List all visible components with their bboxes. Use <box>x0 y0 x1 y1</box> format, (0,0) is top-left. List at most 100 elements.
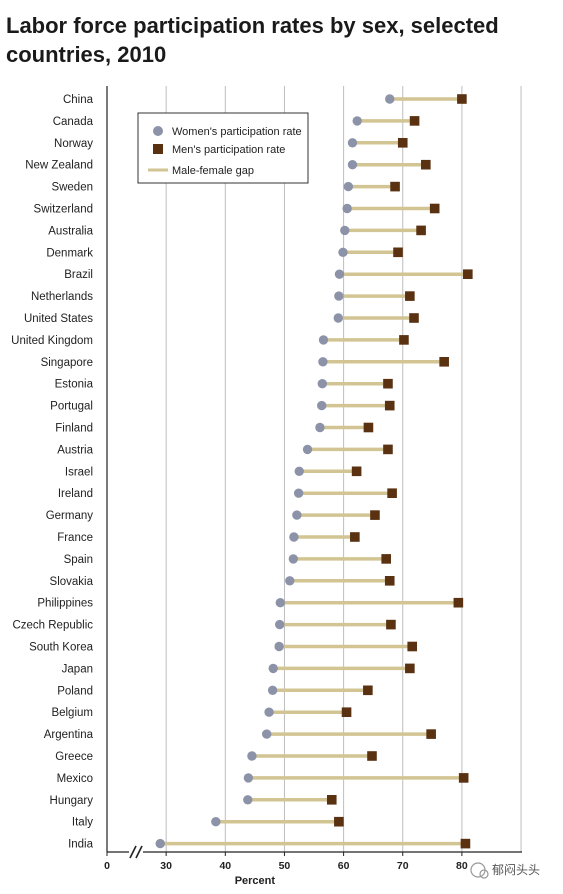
women-point <box>317 400 327 411</box>
x-tick-label: 0 <box>104 860 110 872</box>
watermark: 郁闷头头 <box>470 862 540 879</box>
men-point <box>421 159 431 170</box>
axis-break <box>129 845 143 859</box>
men-point <box>350 532 360 542</box>
women-point <box>243 773 254 783</box>
men-point <box>463 269 473 279</box>
country-label: South Korea <box>29 642 94 654</box>
country-label: Austria <box>57 444 93 456</box>
legend-men-marker <box>153 144 163 154</box>
country-label: Czech Republic <box>12 620 93 632</box>
men-point <box>439 357 449 367</box>
country-label: United States <box>24 313 93 325</box>
country-label: Sweden <box>51 182 93 194</box>
women-point <box>342 203 352 214</box>
men-point <box>383 378 393 389</box>
men-point <box>370 510 380 520</box>
women-point <box>347 160 358 170</box>
women-point <box>352 116 362 126</box>
country-label: Israel <box>65 466 93 478</box>
men-point <box>383 444 393 455</box>
country-label: Switzerland <box>34 204 93 216</box>
country-label: Slovakia <box>50 576 94 588</box>
country-label: Spain <box>64 554 93 566</box>
country-label: Argentina <box>44 729 94 741</box>
men-point <box>326 795 337 805</box>
women-point <box>275 619 285 630</box>
men-point <box>453 597 464 608</box>
country-label: Canada <box>53 116 94 128</box>
country-label: Estonia <box>55 379 94 391</box>
women-point <box>288 554 299 564</box>
women-point <box>264 707 274 717</box>
country-label: Germany <box>46 510 94 522</box>
country-label: Denmark <box>46 247 93 259</box>
women-point <box>317 379 328 389</box>
watermark-logo-icon-inner <box>479 869 489 879</box>
women-point <box>268 663 278 674</box>
country-label: Mexico <box>57 773 93 785</box>
women-point <box>338 247 348 257</box>
men-point <box>457 94 467 104</box>
women-point <box>302 444 313 455</box>
women-point <box>343 181 354 192</box>
country-label: Belgium <box>51 707 93 719</box>
chart-title-line-1: Labor force participation rates by sex, … <box>6 13 499 38</box>
country-label: Australia <box>48 225 93 237</box>
country-label: Portugal <box>50 401 93 413</box>
country-label: India <box>68 839 94 851</box>
women-point <box>247 751 257 761</box>
legend-women-marker <box>153 126 163 136</box>
women-point <box>334 291 344 301</box>
gridlines <box>165 86 522 852</box>
men-point <box>416 225 426 236</box>
women-point <box>333 313 343 323</box>
women-point <box>274 641 284 652</box>
women-point <box>334 269 345 279</box>
women-point <box>315 422 325 433</box>
x-axis-label: Percent <box>235 875 276 887</box>
men-point <box>381 554 391 564</box>
women-point <box>385 94 395 104</box>
women-point <box>155 838 165 849</box>
country-labels: China Canada Norway New Zealand Sweden Switze… <box>11 94 93 851</box>
men-point <box>351 466 362 477</box>
men-point <box>399 335 409 345</box>
women-point <box>262 729 272 739</box>
men-point <box>409 116 420 126</box>
men-point <box>460 838 471 849</box>
x-tick-label: 80 <box>456 860 468 872</box>
men-point <box>334 816 344 827</box>
country-label: Singapore <box>41 357 93 369</box>
men-point <box>387 488 397 498</box>
men-point <box>390 181 400 192</box>
women-point <box>275 598 286 608</box>
men-point <box>405 663 415 674</box>
legend: Women's participation rate Men's partici… <box>137 112 309 184</box>
x-tick-label: 60 <box>338 860 350 872</box>
women-point <box>318 335 329 345</box>
x-tick-label: 50 <box>279 860 291 872</box>
chart-title-line-2: countries, 2010 <box>6 42 166 67</box>
legend-gap-label: Male-female gap <box>172 165 254 177</box>
country-label: China <box>63 94 94 106</box>
country-label: New Zealand <box>25 160 93 172</box>
women-point <box>289 532 299 542</box>
country-label: Ireland <box>58 488 93 500</box>
data-rows <box>155 94 473 849</box>
x-tick-label: 70 <box>397 860 409 872</box>
men-point <box>363 422 374 433</box>
women-point <box>347 138 358 148</box>
men-point <box>384 576 395 586</box>
women-point <box>294 466 304 476</box>
watermark-text: 郁闷头头 <box>492 862 540 877</box>
x-tick-label: 40 <box>219 860 231 872</box>
men-point <box>407 641 418 652</box>
men-point <box>341 707 352 717</box>
women-point <box>267 685 278 695</box>
women-point <box>293 488 304 498</box>
country-label: Finland <box>55 423 93 435</box>
x-axis: 0 30 40 50 60 70 80 Percent <box>104 86 522 887</box>
legend-men-label: Men's participation rate <box>172 144 285 156</box>
